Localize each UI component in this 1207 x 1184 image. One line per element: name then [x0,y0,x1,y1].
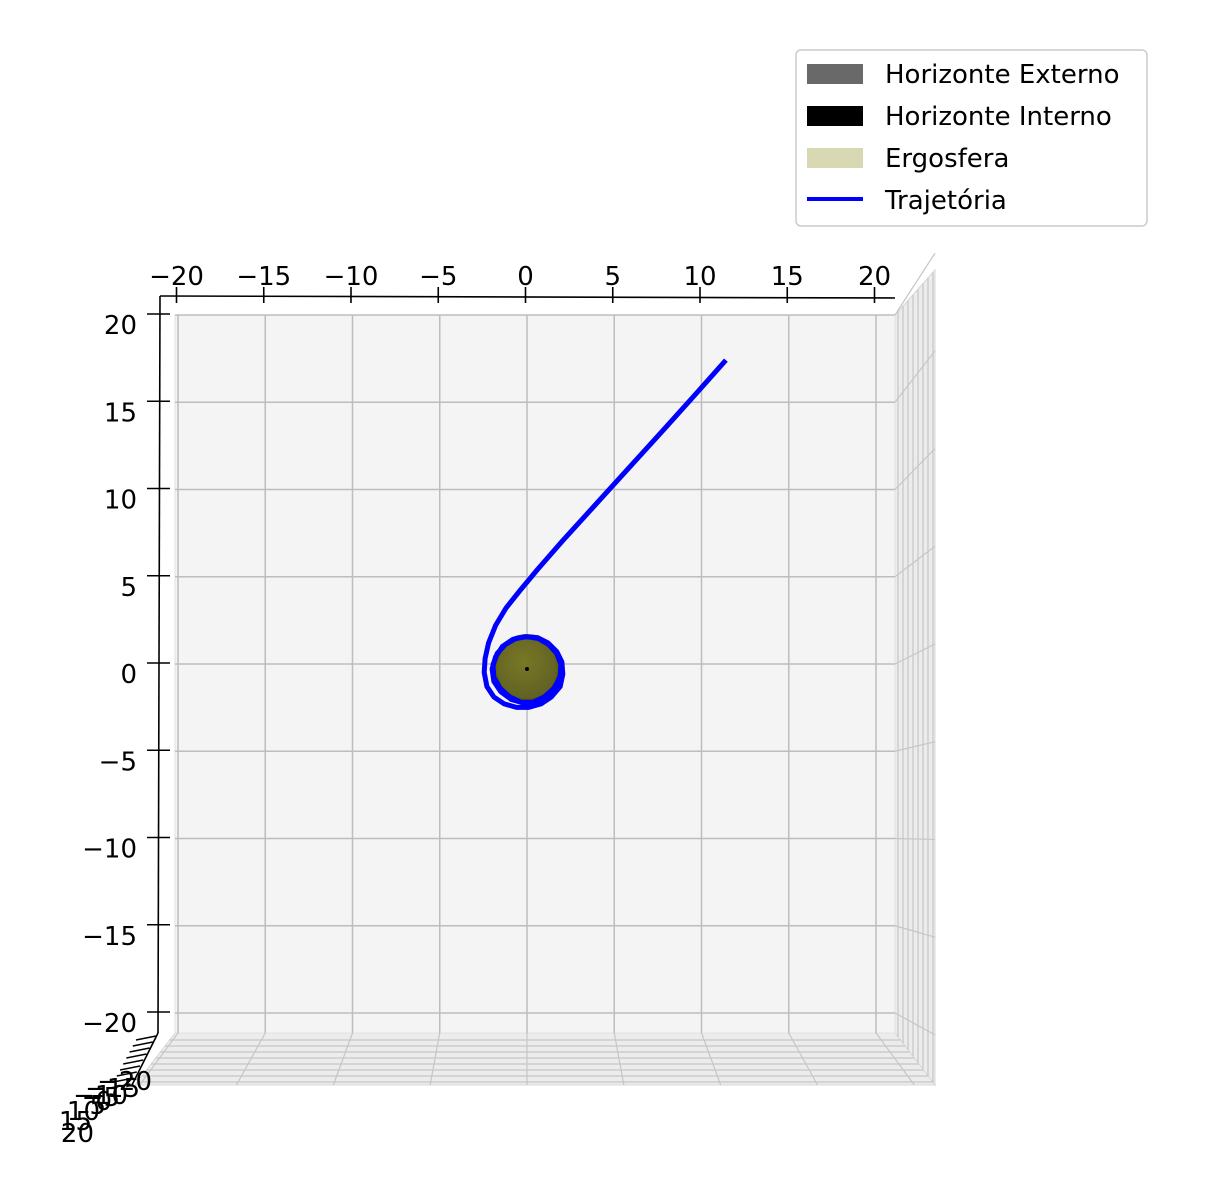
side-grid-line [894,837,936,841]
side-grid-line [894,545,936,578]
side-grid-line [894,1012,936,1036]
y-tick-label: 0 [120,660,137,690]
x-tick-label: 10 [683,262,716,292]
z-tick-label: 10 [67,1097,100,1127]
side-grid-line [894,448,936,490]
legend-swatch-ergosfera [807,148,863,168]
x-tick-label: −5 [419,262,457,292]
black-hole-bodies [492,634,562,704]
floor-pane [133,1032,937,1086]
z-tick-mark [123,1059,144,1065]
y-tick-label: 5 [120,573,137,603]
y-axis-line [157,295,161,1034]
y-tick-label: −5 [99,747,137,777]
y-tick-label: 15 [104,398,137,428]
z-tick-label: −10 [73,1081,128,1111]
z-tick-mark [132,1041,153,1047]
floor-grid-line [429,1032,441,1086]
y-tick-label: −20 [82,1009,137,1039]
z-axis-line [131,1032,159,1086]
z-tick-mark [135,1035,157,1041]
legend-label-trajetoria: Trajetória [884,186,1007,216]
floor-pane-grid [137,1032,933,1086]
z-tick-label: 20 [61,1119,94,1149]
z-tick-mark [119,1065,141,1071]
z-tick-label: 0 [95,1087,112,1117]
x-tick-label: 5 [604,262,621,292]
legend: Horizonte Externo Horizonte Interno Ergo… [795,49,1148,227]
side-grid-line [894,925,936,938]
z-tick-mark [110,1083,131,1089]
floor-grid-line [613,1032,625,1086]
side-pane-right [894,268,936,1087]
z-tick-label: −5 [82,1083,120,1113]
side-grid-line [894,252,936,316]
side-grid-line [894,350,936,403]
floor-grid-line [235,1032,266,1086]
legend-label-ergosfera: Ergosfera [885,144,1009,174]
z-tick-mark [129,1047,150,1053]
side-pane-grid [894,252,936,1083]
y-tick-label: 10 [104,486,137,516]
z-tick-mark [113,1077,134,1083]
x-tick-label: −10 [324,262,379,292]
legend-label-horizonte-externo: Horizonte Externo [885,60,1119,90]
z-tick-label: 15 [59,1107,92,1137]
y-tick-label: 20 [104,311,137,341]
floor-grid-line [788,1032,819,1086]
x-tick-label: −15 [236,262,291,292]
floor-grid-line [332,1032,354,1086]
inner-horizon-body [525,667,529,671]
y-tick-label: −10 [82,835,137,865]
side-grid-line [894,643,936,665]
floor-grid-line [875,1032,915,1086]
legend-label-horizonte-interno: Horizonte Interno [885,102,1112,132]
z-tick-label: 5 [89,1091,106,1121]
legend-swatch-horizonte-externo [807,64,863,84]
y-tick-label: −15 [82,922,137,952]
x-tick-label: 0 [517,262,534,292]
side-grid-line [894,741,936,752]
z-tick-mark [116,1071,137,1077]
x-tick-label: −20 [149,262,204,292]
legend-swatch-horizonte-interno [807,106,863,126]
grid-lines [175,314,895,1033]
x-axis-ticks: −20 −15 −10 −5 0 5 10 15 20 [149,262,891,303]
x-tick-label: 15 [771,262,804,292]
floor-grid-line [700,1032,722,1086]
z-tick-label: −15 [85,1074,140,1104]
z-tick-mark [126,1053,147,1059]
x-tick-label: 20 [858,262,891,292]
z-tick-label: −20 [97,1067,152,1097]
floor-grid-line [139,1032,179,1086]
y-axis-ticks: −20 −15 −10 −5 0 5 10 15 20 [82,311,170,1039]
legend-frame [795,49,1148,227]
x-axis-line [159,295,896,299]
trajectory-line [481,358,728,710]
